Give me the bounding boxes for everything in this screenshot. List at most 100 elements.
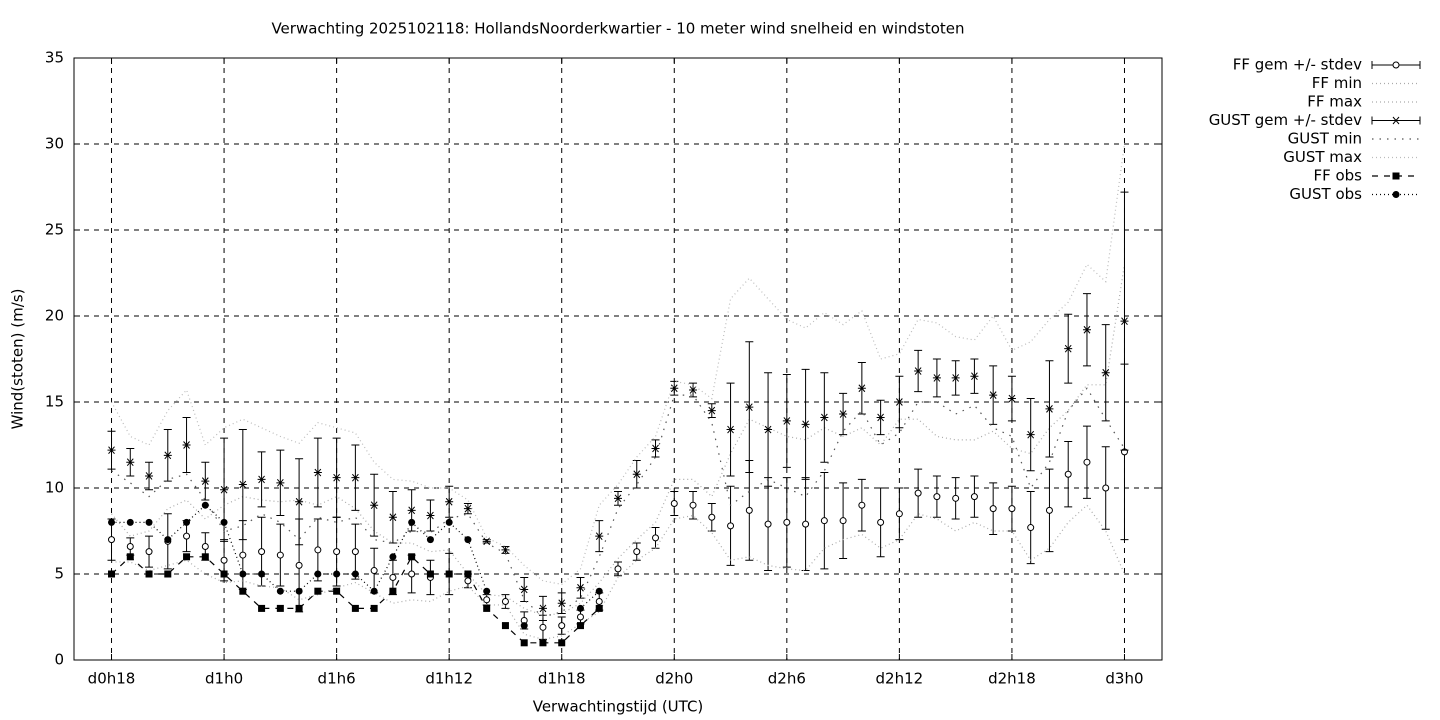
marker — [426, 511, 435, 520]
marker — [708, 513, 716, 521]
marker — [370, 501, 379, 510]
marker — [445, 497, 454, 506]
marker — [483, 596, 491, 604]
legend-label: GUST gem +/- stdev — [1209, 111, 1362, 129]
marker — [183, 553, 191, 561]
x-tick-label: d1h6 — [318, 670, 356, 688]
x-axis-label: Verwachtingstijd (UTC) — [533, 698, 704, 716]
y-axis-label: Wind(stoten) (m/s) — [9, 289, 27, 430]
marker — [389, 553, 397, 561]
marker — [183, 518, 191, 526]
marker — [951, 374, 960, 382]
marker — [520, 639, 528, 647]
marker — [576, 622, 584, 630]
marker — [295, 497, 304, 506]
marker — [126, 458, 135, 467]
marker — [126, 518, 134, 526]
x-tick-label: d1h18 — [538, 670, 586, 688]
legend-label: FF max — [1307, 93, 1362, 111]
marker — [745, 506, 753, 514]
legend-label: GUST min — [1288, 130, 1362, 148]
marker — [276, 479, 285, 487]
marker — [1045, 506, 1053, 514]
marker — [313, 468, 322, 477]
marker — [745, 403, 754, 411]
marker — [501, 622, 509, 630]
marker — [1083, 458, 1091, 466]
marker — [1027, 524, 1035, 532]
marker — [782, 417, 791, 425]
marker — [238, 480, 247, 489]
marker — [482, 537, 491, 546]
marker — [801, 420, 810, 429]
y-tick-label: 0 — [54, 651, 64, 669]
x-tick-label: d2h6 — [768, 670, 806, 688]
y-tick-label: 10 — [45, 479, 64, 497]
marker — [689, 501, 697, 509]
legend-label: FF min — [1312, 74, 1362, 92]
marker — [932, 374, 941, 382]
marker — [145, 472, 154, 480]
series-line — [110, 143, 1126, 585]
marker — [839, 517, 847, 525]
marker — [408, 518, 416, 526]
marker — [820, 517, 828, 525]
marker — [858, 501, 866, 509]
marker — [538, 604, 547, 613]
marker — [895, 398, 904, 406]
marker — [351, 548, 359, 556]
marker — [145, 518, 153, 526]
x-tick-label: d0h18 — [88, 670, 136, 688]
marker — [258, 548, 266, 556]
legend-label: FF gem +/- stdev — [1233, 56, 1362, 74]
marker — [576, 583, 585, 592]
marker — [333, 570, 341, 578]
marker — [295, 604, 303, 612]
marker — [989, 391, 998, 399]
marker — [107, 446, 116, 454]
marker — [632, 470, 641, 479]
marker — [595, 598, 603, 606]
series-line — [580, 590, 600, 609]
marker — [295, 587, 303, 595]
y-tick-label: 35 — [45, 49, 64, 67]
legend-label: GUST obs — [1289, 185, 1362, 203]
marker — [426, 570, 434, 578]
marker — [539, 639, 547, 647]
marker — [108, 570, 116, 578]
marker — [1026, 430, 1035, 439]
marker — [276, 604, 284, 612]
marker — [783, 518, 791, 526]
marker — [426, 536, 434, 544]
marker — [839, 410, 848, 418]
marker — [370, 604, 378, 612]
marker — [445, 518, 453, 526]
marker — [314, 570, 322, 578]
legend-label: FF obs — [1313, 167, 1362, 185]
marker — [595, 587, 603, 595]
marker — [1007, 394, 1016, 403]
marker — [595, 604, 603, 612]
marker — [1064, 344, 1073, 353]
marker — [895, 510, 903, 518]
series-line — [111, 555, 600, 644]
marker — [557, 599, 566, 608]
marker — [407, 506, 416, 515]
marker — [933, 493, 941, 501]
marker — [295, 561, 303, 569]
marker — [689, 386, 698, 394]
y-tick-label: 5 — [54, 565, 64, 583]
x-tick-label: d2h0 — [655, 670, 693, 688]
series-line — [111, 504, 1126, 640]
marker — [239, 551, 247, 559]
marker — [276, 551, 284, 559]
series-line — [111, 504, 488, 593]
marker — [201, 501, 209, 509]
legend-label: GUST max — [1283, 148, 1362, 166]
marker — [633, 548, 641, 556]
marker — [501, 598, 509, 606]
marker — [558, 639, 566, 647]
marker — [201, 477, 210, 485]
